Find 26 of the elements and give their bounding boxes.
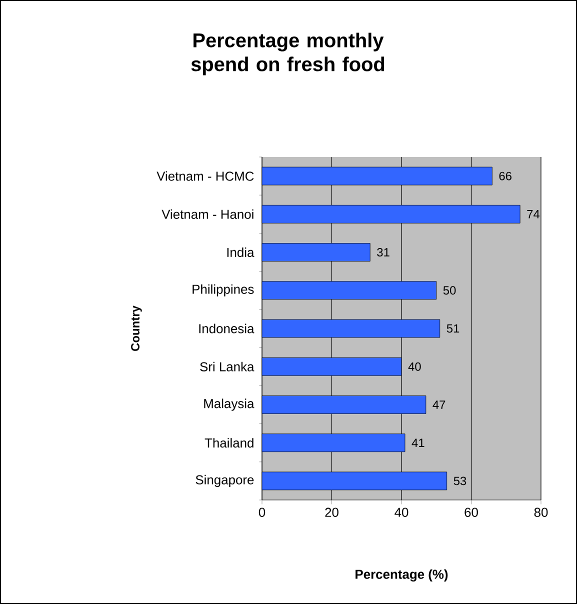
data-label: 74: [527, 210, 540, 218]
x-tick-label: 20: [325, 508, 338, 517]
y-tick-label: Vietnam - HCMC: [156, 171, 254, 181]
data-label: 31: [377, 248, 390, 256]
y-tick-label: Singapore: [196, 474, 254, 487]
y-axis-title: Country: [131, 306, 142, 351]
data-label: 51: [446, 324, 460, 333]
data-label: 53: [454, 476, 466, 486]
y-tick-label: Malaysia: [204, 398, 254, 411]
y-tick-label: Sri Lanka: [200, 362, 254, 372]
data-label: 50: [443, 286, 456, 295]
data-label: 41: [412, 438, 424, 447]
data-label: 47: [432, 400, 446, 409]
x-axis-title: Percentage (%): [356, 569, 448, 582]
y-tick-label: Philippines: [192, 284, 254, 296]
chart-title: Percentage monthly spend on fresh food: [191, 32, 384, 76]
y-tick-label: Vietnam - Hanoi: [162, 209, 254, 219]
data-label: 40: [408, 362, 421, 371]
x-tick-label: 60: [464, 508, 478, 517]
data-label: 66: [499, 172, 512, 180]
x-tick-label: 40: [394, 508, 408, 517]
y-tick-label: Thailand: [204, 438, 254, 448]
x-tick-label: 80: [534, 508, 548, 517]
x-tick-label: 0: [258, 508, 266, 517]
y-tick-label: Indonesia: [199, 324, 254, 334]
y-tick-label: India: [227, 248, 254, 258]
